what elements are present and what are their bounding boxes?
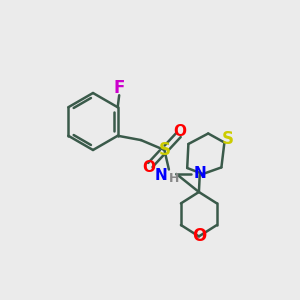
Text: O: O	[192, 227, 206, 245]
Text: S: S	[222, 130, 234, 148]
Text: O: O	[173, 124, 187, 140]
Text: N: N	[194, 167, 206, 182]
Text: F: F	[113, 79, 125, 97]
Text: O: O	[142, 160, 155, 175]
Text: H: H	[169, 172, 179, 185]
Text: S: S	[158, 141, 170, 159]
Text: N: N	[155, 168, 167, 183]
